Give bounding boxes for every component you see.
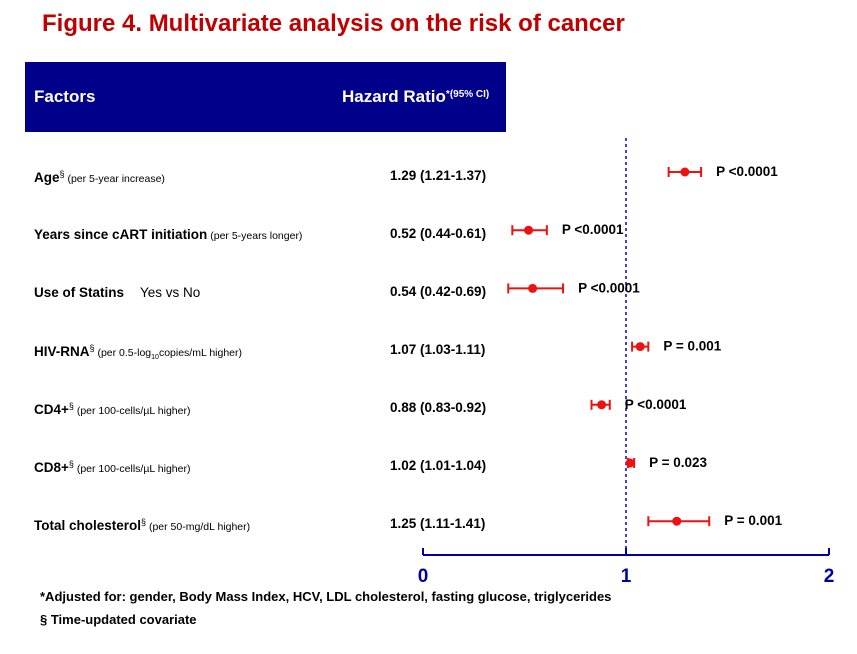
table-header: Factors Hazard Ratio*(95% CI) (25, 62, 506, 132)
hazard-ratio-value: 0.88 (0.83-0.92) (390, 400, 487, 415)
factor-sup: § (141, 517, 147, 527)
hr-point (524, 225, 534, 235)
factor-label: Use of Statins Yes vs No (34, 285, 200, 300)
factor-name: Total cholesterol (34, 518, 142, 533)
hr-point (672, 516, 682, 526)
factor-label: HIV-RNA§ (per 0.5-log10copies/mL higher) (34, 343, 242, 361)
p-value-label: P = 0.023 (649, 455, 707, 470)
footnote-time-updated: § Time-updated covariate (40, 612, 197, 627)
factor-sup: § (59, 169, 65, 179)
hazard-ratio-value: 1.07 (1.03-1.11) (390, 342, 486, 357)
p-value-label: P = 0.001 (663, 339, 721, 354)
factor-name: CD4+ (34, 402, 69, 417)
factor-sup: § (68, 459, 74, 469)
factor-name: Years since cART initiation (34, 227, 208, 242)
factor-name: Age (34, 170, 60, 185)
x-tick-label: 1 (621, 566, 632, 587)
factor-note-sub: 10 (151, 354, 159, 362)
hazard-ratio-value: 0.52 (0.44-0.61) (390, 226, 487, 241)
p-value-label: P <0.0001 (562, 222, 624, 237)
hr-point (528, 283, 538, 293)
footnote-adjusted: *Adjusted for: gender, Body Mass Index, … (40, 589, 612, 604)
p-value-label: P <0.0001 (625, 397, 687, 412)
factor-note: (per 5-years longer) (207, 230, 303, 242)
p-value-label: P <0.0001 (578, 280, 640, 295)
factor-label: CD8+§ (per 100-cells/µL higher) (34, 459, 190, 475)
hr-point (680, 167, 690, 177)
p-value-label: P = 0.001 (724, 513, 782, 528)
header-hr-label: Hazard Ratio (342, 87, 446, 106)
factor-name: CD8+ (34, 460, 69, 475)
hazard-ratio-value: 1.29 (1.21-1.37) (390, 168, 487, 183)
hazard-ratio-value: 1.02 (1.01-1.04) (390, 458, 487, 473)
factor-note: (per 100-cells/µL higher) (73, 405, 191, 417)
factor-label: CD4+§ (per 100-cells/µL higher) (34, 401, 190, 417)
factor-label: Total cholesterol§ (per 50-mg/dL higher) (34, 517, 250, 533)
header-hazard-ratio: Hazard Ratio*(95% CI) (342, 87, 489, 107)
factor-note: (per 50-mg/dL higher) (146, 521, 251, 533)
hazard-ratio-value: 0.54 (0.42-0.69) (390, 284, 487, 299)
factor-note-pre: (per 0.5-log (94, 347, 152, 359)
factor-name: Use of Statins (34, 285, 125, 300)
factor-name: HIV-RNA (34, 344, 90, 359)
hr-point (635, 342, 645, 352)
hazard-ratio-value: 1.25 (1.11-1.41) (390, 516, 486, 531)
hr-point (597, 400, 607, 410)
factor-note: (per 5-year increase) (64, 173, 165, 185)
x-tick-label: 0 (418, 566, 429, 587)
factor-note: (per 100-cells/µL higher) (73, 463, 191, 475)
factor-label: Age§ (per 5-year increase) (34, 169, 165, 185)
p-value-label: P <0.0001 (716, 164, 778, 179)
header-factors: Factors (34, 87, 96, 106)
x-tick-label: 2 (824, 566, 835, 587)
factor-extra: Yes vs No (140, 285, 201, 300)
factor-note: (per 0.5-log10copies/mL higher) (94, 347, 243, 362)
figure-title: Figure 4. Multivariate analysis on the r… (42, 10, 625, 37)
factor-sup: § (89, 343, 95, 353)
factor-label: Years since cART initiation (per 5-years… (34, 227, 302, 242)
header-hr-note: *(95% CI) (445, 89, 490, 100)
hr-point (625, 458, 635, 468)
factor-sup: § (68, 401, 74, 411)
factor-note-post: copies/mL higher) (158, 347, 243, 359)
